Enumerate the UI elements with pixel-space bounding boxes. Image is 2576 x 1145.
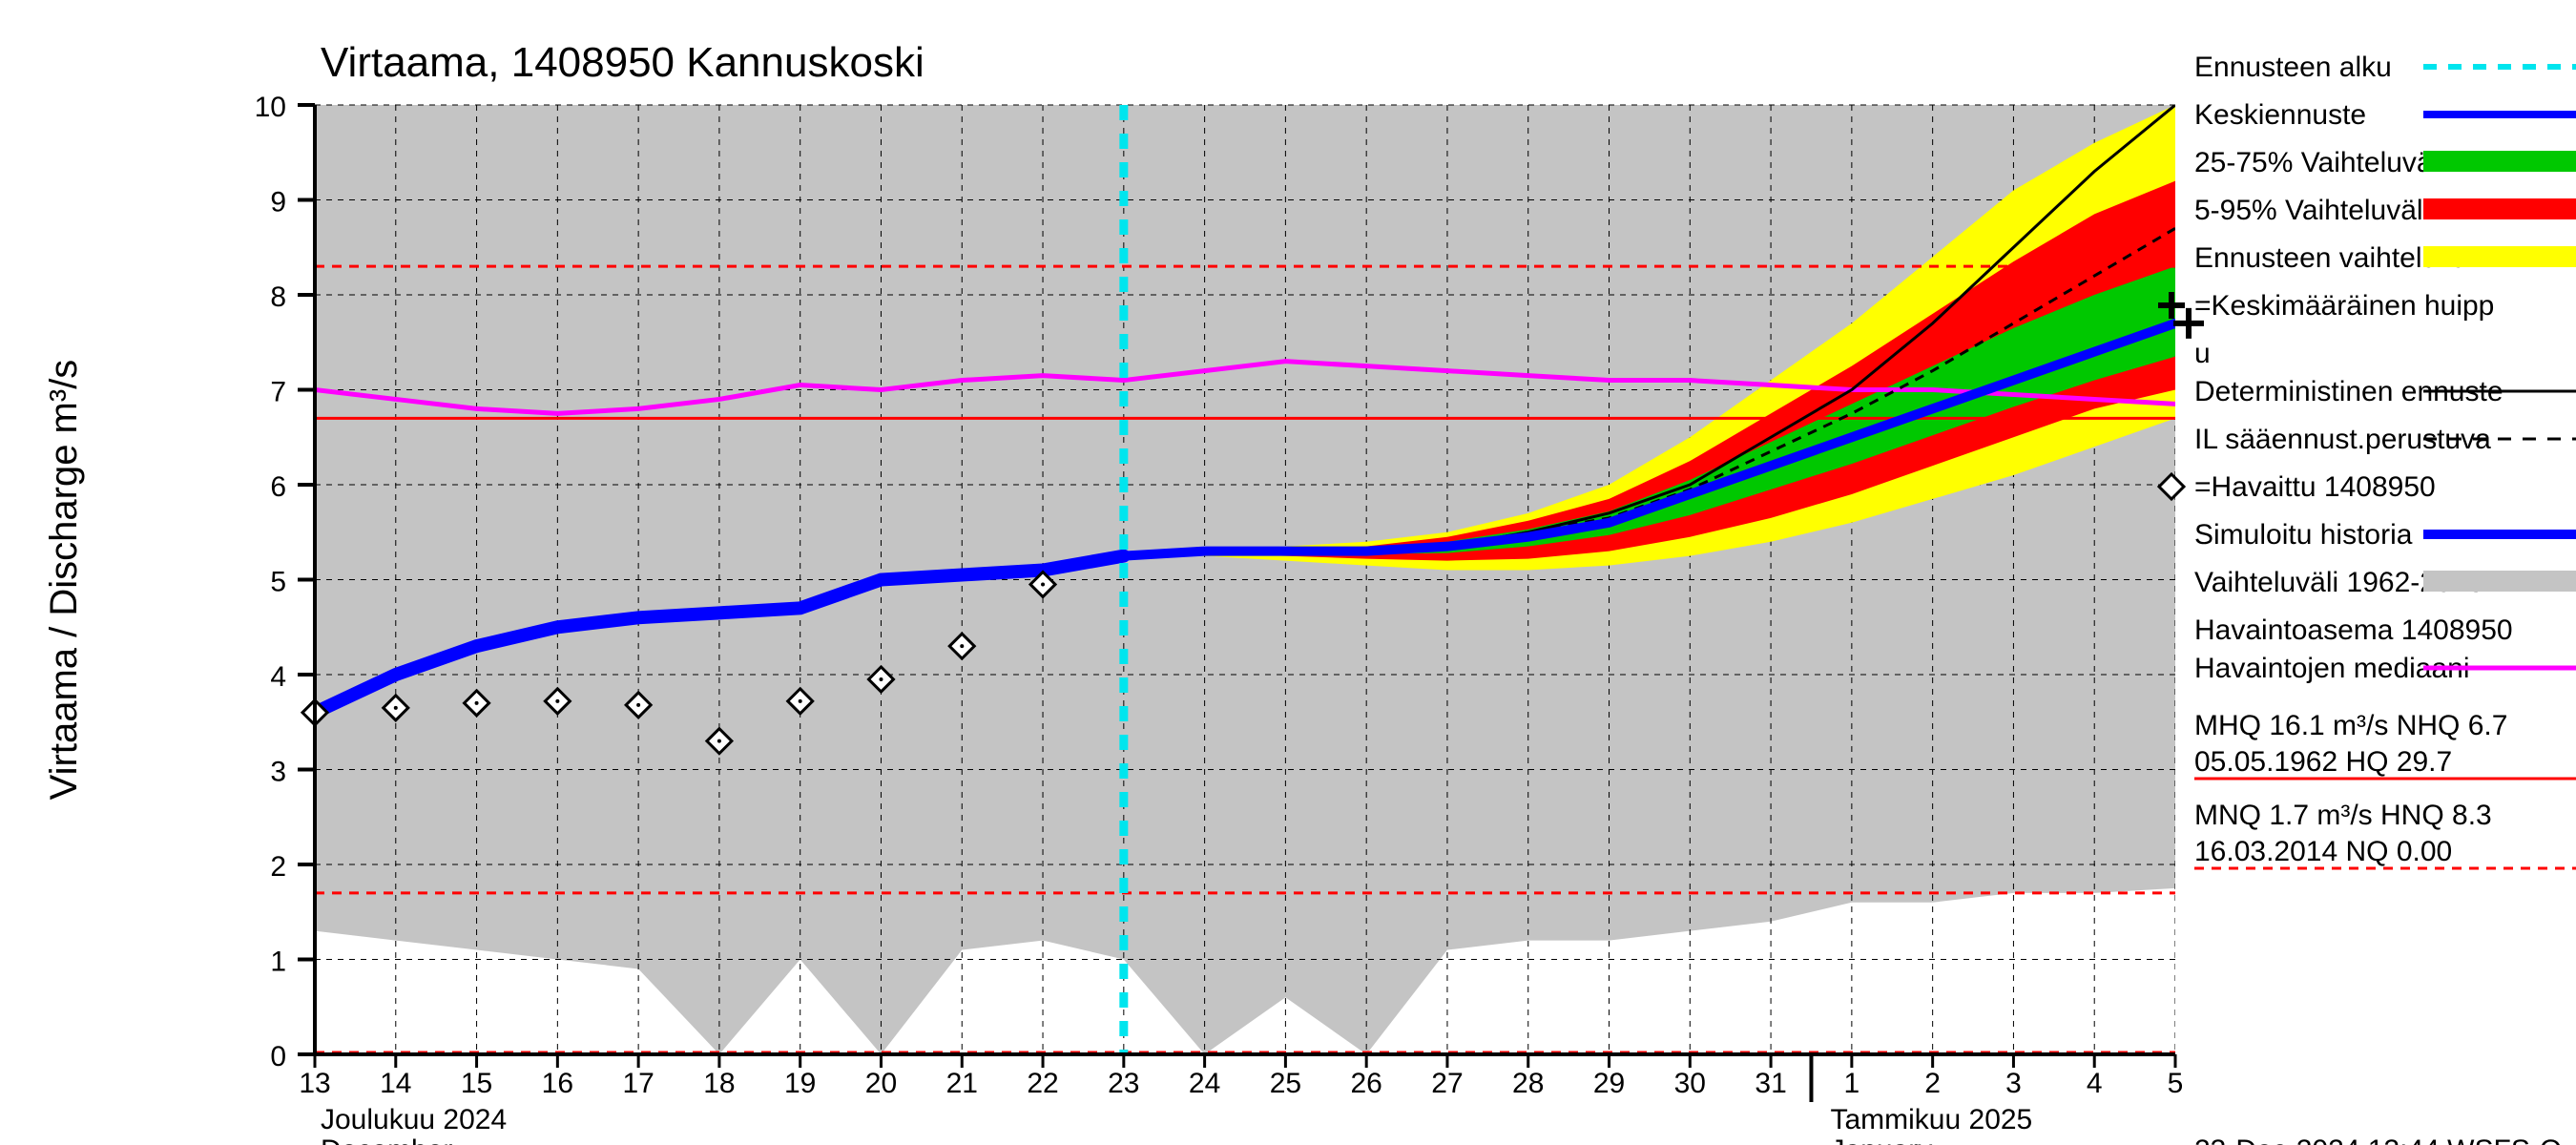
- x-tick-label: 19: [784, 1068, 816, 1099]
- x-tick-label: 1: [1844, 1068, 1860, 1099]
- stats-line: 05.05.1962 HQ 29.7: [2194, 746, 2452, 778]
- x-tick-label: 23: [1108, 1068, 1139, 1099]
- y-tick-label: 3: [270, 757, 286, 788]
- observed-marker-dot: [960, 644, 964, 648]
- x-tick-label: 22: [1027, 1068, 1058, 1099]
- legend-swatch: [2423, 198, 2576, 219]
- month-label: December: [321, 1135, 452, 1145]
- legend-label: 5-95% Vaihteluväli: [2194, 195, 2429, 226]
- chart-title: Virtaama, 1408950 Kannuskoski: [321, 39, 924, 86]
- y-tick-label: 7: [270, 377, 286, 408]
- discharge-chart: 0123456789101314151617181920212223242526…: [0, 0, 2576, 1145]
- legend-label: u: [2194, 338, 2211, 369]
- y-axis-label: Virtaama / Discharge m³/s: [43, 360, 85, 801]
- x-tick-label: 3: [2005, 1068, 2022, 1099]
- observed-marker-dot: [879, 677, 883, 681]
- month-label: Joulukuu 2024: [321, 1104, 507, 1135]
- x-tick-label: 15: [461, 1068, 492, 1099]
- x-tick-label: 30: [1674, 1068, 1706, 1099]
- x-tick-label: 26: [1350, 1068, 1381, 1099]
- x-tick-label: 31: [1755, 1068, 1786, 1099]
- y-tick-label: 8: [270, 281, 286, 313]
- observed-marker-dot: [394, 706, 398, 710]
- x-tick-label: 13: [299, 1068, 330, 1099]
- y-tick-label: 0: [270, 1041, 286, 1072]
- x-tick-label: 17: [622, 1068, 654, 1099]
- x-tick-label: 27: [1431, 1068, 1463, 1099]
- legend-label: Simuloitu historia: [2194, 519, 2413, 551]
- stats-line: MHQ 16.1 m³/s NHQ 6.7: [2194, 710, 2507, 741]
- month-label: Tammikuu 2025: [1830, 1104, 2032, 1135]
- legend-label: IL sääennust.perustuva: [2194, 424, 2491, 455]
- x-tick-label: 5: [2168, 1068, 2184, 1099]
- observed-marker-dot: [1041, 582, 1045, 586]
- x-tick-label: 21: [946, 1068, 978, 1099]
- legend-label: Keskiennuste: [2194, 99, 2366, 131]
- y-tick-label: 9: [270, 187, 286, 219]
- x-tick-label: 20: [865, 1068, 897, 1099]
- legend-swatch: [2423, 151, 2576, 172]
- y-tick-label: 10: [255, 92, 286, 123]
- y-tick-label: 6: [270, 471, 286, 503]
- observed-marker-dot: [475, 701, 479, 705]
- legend-label: =Havaittu 1408950: [2194, 471, 2436, 503]
- x-tick-label: 24: [1189, 1068, 1220, 1099]
- observed-marker-dot: [636, 703, 640, 707]
- observed-marker-dot: [717, 739, 721, 743]
- legend-label: Havaintoasema 1408950: [2194, 614, 2513, 646]
- legend-label: =Keskimääräinen huipp: [2194, 290, 2494, 322]
- timestamp: 23-Dec-2024 13:44 WSFS-O: [2194, 1135, 2562, 1145]
- stats-line: MNQ 1.7 m³/s HNQ 8.3: [2194, 800, 2492, 831]
- legend-label: 25-75% Vaihteluväli: [2194, 147, 2445, 178]
- y-tick-label: 5: [270, 567, 286, 598]
- x-tick-label: 2: [1924, 1068, 1941, 1099]
- x-tick-label: 4: [2087, 1068, 2103, 1099]
- legend-label: Ennusteen alku: [2194, 52, 2392, 83]
- observed-marker-dot: [555, 699, 559, 703]
- month-label: January: [1830, 1135, 1932, 1145]
- y-tick-label: 2: [270, 851, 286, 883]
- legend-swatch: [2423, 246, 2576, 267]
- legend-swatch: [2423, 571, 2576, 592]
- y-tick-label: 1: [270, 947, 286, 978]
- x-tick-label: 14: [380, 1068, 411, 1099]
- observed-marker-dot: [799, 699, 802, 703]
- stats-line: 16.03.2014 NQ 0.00: [2194, 836, 2452, 867]
- x-tick-label: 18: [703, 1068, 735, 1099]
- x-tick-label: 25: [1270, 1068, 1301, 1099]
- x-tick-label: 28: [1512, 1068, 1544, 1099]
- x-tick-label: 16: [542, 1068, 573, 1099]
- y-tick-label: 4: [270, 661, 286, 693]
- x-tick-label: 29: [1593, 1068, 1625, 1099]
